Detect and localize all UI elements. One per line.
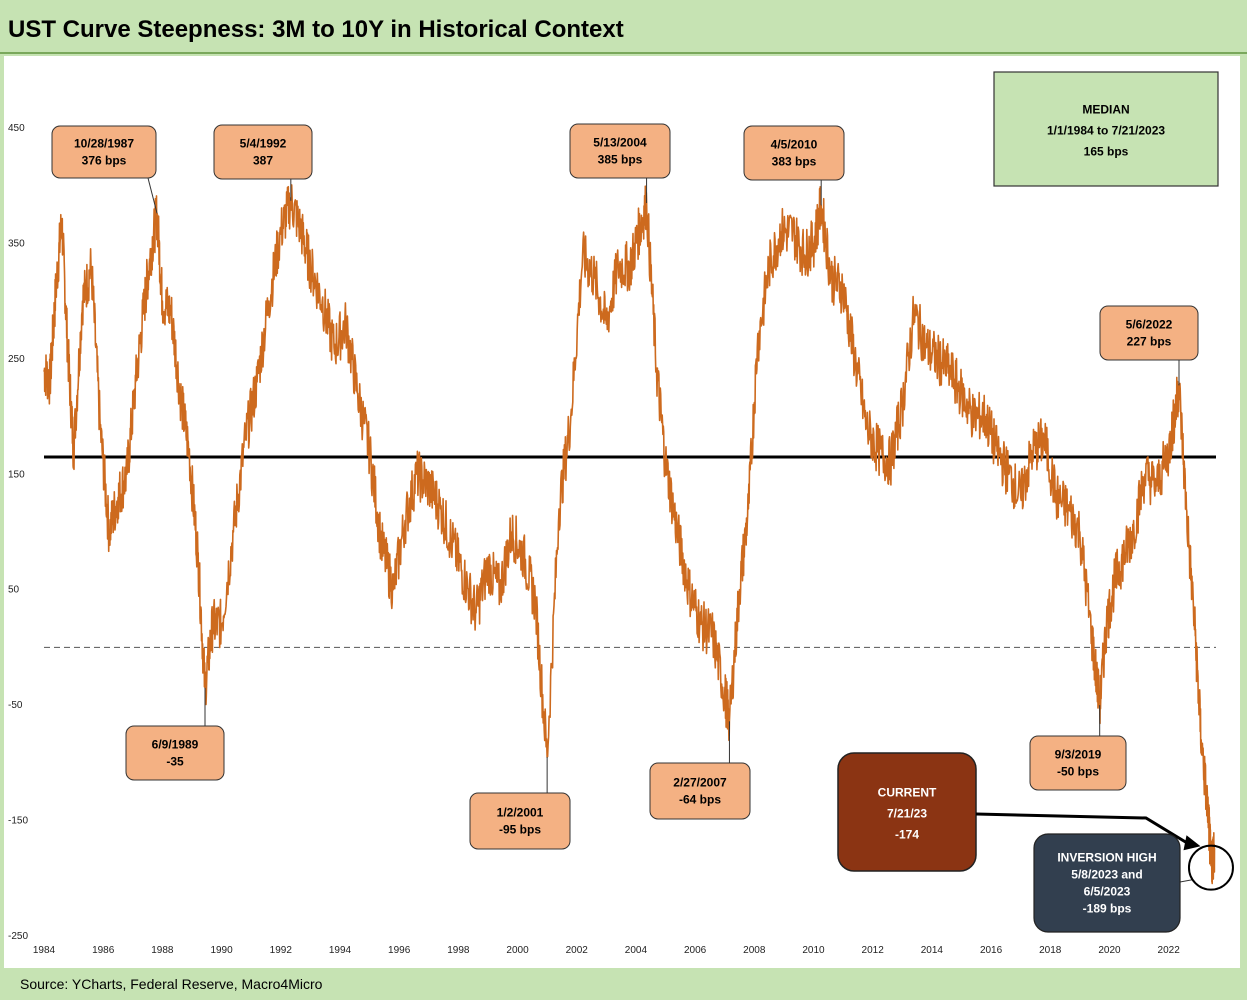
x-tick-label: 2012 bbox=[862, 945, 885, 956]
inversion-leader bbox=[1179, 879, 1194, 883]
x-tick-label: 2010 bbox=[802, 945, 825, 956]
callout-box bbox=[569, 123, 671, 179]
x-tick-label: 1996 bbox=[388, 945, 411, 956]
y-tick-label: 150 bbox=[8, 469, 25, 480]
y-tick-label: -50 bbox=[8, 700, 23, 711]
y-tick-label: -150 bbox=[8, 816, 28, 827]
current-arrow-head bbox=[1183, 835, 1201, 851]
x-tick-label: 1990 bbox=[210, 945, 233, 956]
callout-ann-2007: 2/27/2007 -64 bps bbox=[649, 762, 751, 820]
median-box-rect bbox=[993, 71, 1219, 187]
callout-text: 227 bps bbox=[1127, 335, 1172, 349]
median-box-text: 1/1/1984 to 7/21/2023 bbox=[1047, 124, 1165, 138]
median-box: MEDIAN 1/1/1984 to 7/21/2023 165 bps bbox=[993, 71, 1219, 187]
callout-text: -95 bps bbox=[499, 823, 541, 837]
callout-text: 4/5/2010 bbox=[771, 138, 818, 152]
x-tick-label: 1994 bbox=[329, 945, 352, 956]
x-tick-label: 2014 bbox=[921, 945, 944, 956]
plot-panel: 450 350 250 150 50 -50 -150 -250 1984 1986 1988 19… bbox=[4, 56, 1240, 968]
callout-text: 5/13/2004 bbox=[593, 136, 647, 150]
current-box-text: -174 bbox=[895, 828, 919, 842]
x-tick-label: 2020 bbox=[1098, 945, 1121, 956]
y-tick-label: -250 bbox=[8, 931, 28, 942]
inversion-box-text: -189 bps bbox=[1083, 902, 1132, 916]
callout-text: 6/9/1989 bbox=[152, 738, 199, 752]
y-tick-label: 250 bbox=[8, 354, 25, 365]
callout-text: -50 bps bbox=[1057, 765, 1099, 779]
x-tick-label: 2004 bbox=[625, 945, 648, 956]
inversion-box: INVERSION HIGH 5/8/2023 and 6/5/2023 -189 b… bbox=[1033, 833, 1181, 933]
callout-ann-2001: 1/2/2001 -95 bps bbox=[469, 792, 571, 850]
x-axis-ticks: 1984 1986 1988 1990 1992 1994 1996 1998 2000 2002… bbox=[33, 945, 1180, 956]
callout-ann-2022: 5/6/2022 227 bps bbox=[1099, 305, 1199, 361]
callout-text: 376 bps bbox=[82, 154, 127, 168]
inversion-circle bbox=[1187, 844, 1234, 891]
current-box-text: CURRENT bbox=[878, 786, 937, 800]
callout-text: 1/2/2001 bbox=[497, 806, 544, 820]
y-tick-label: 50 bbox=[8, 585, 20, 596]
callout-box bbox=[1029, 735, 1127, 791]
x-tick-label: 1984 bbox=[33, 945, 56, 956]
callout-ann-2019: 9/3/2019 -50 bps bbox=[1029, 735, 1127, 791]
callout-box bbox=[743, 125, 845, 181]
callout-box bbox=[649, 762, 751, 820]
title-bar: UST Curve Steepness: 3M to 10Y in Histor… bbox=[0, 0, 1247, 54]
inversion-box-text: 5/8/2023 and bbox=[1071, 868, 1142, 882]
callout-text: 10/28/1987 bbox=[74, 137, 134, 151]
callout-ann-1989: 6/9/1989 -35 bbox=[125, 725, 225, 781]
callout-box bbox=[125, 725, 225, 781]
callout-text: 5/4/1992 bbox=[240, 137, 287, 151]
callout-text: 9/3/2019 bbox=[1055, 748, 1102, 762]
callout-ann-1987: 10/28/1987 376 bps bbox=[51, 125, 157, 179]
callout-ann-1992: 5/4/1992 387 bbox=[213, 124, 313, 180]
median-box-text: MEDIAN bbox=[1082, 103, 1129, 117]
callout-box bbox=[51, 125, 157, 179]
y-axis-ticks: 450 350 250 150 50 -50 -150 -250 bbox=[8, 123, 28, 942]
current-arrow-line bbox=[975, 812, 1194, 848]
inversion-box-text: INVERSION HIGH bbox=[1057, 851, 1156, 865]
x-tick-label: 2018 bbox=[1039, 945, 1062, 956]
callout-text: -35 bbox=[166, 755, 184, 769]
x-tick-label: 1992 bbox=[270, 945, 293, 956]
callout-box bbox=[469, 792, 571, 850]
x-tick-label: 2008 bbox=[743, 945, 766, 956]
callout-text: 387 bbox=[253, 154, 273, 168]
annotation-callouts: 10/28/1987 376 bps 6/9/1989 -35 5/4/1992 387 1… bbox=[51, 71, 1234, 933]
inversion-box-text: 6/5/2023 bbox=[1084, 885, 1131, 899]
y-tick-label: 450 bbox=[8, 123, 25, 134]
x-tick-label: 2016 bbox=[980, 945, 1003, 956]
y-tick-label: 350 bbox=[8, 238, 25, 249]
x-tick-label: 2022 bbox=[1158, 945, 1181, 956]
x-tick-label: 2000 bbox=[506, 945, 529, 956]
callout-box bbox=[1099, 305, 1199, 361]
current-box-rect bbox=[837, 752, 977, 872]
current-box-text: 7/21/23 bbox=[887, 807, 927, 821]
x-tick-label: 2002 bbox=[566, 945, 589, 956]
current-box: CURRENT 7/21/23 -174 bbox=[837, 752, 1201, 872]
callout-ann-2004: 5/13/2004 385 bps bbox=[569, 123, 671, 179]
x-tick-label: 2006 bbox=[684, 945, 707, 956]
leader-line bbox=[147, 177, 158, 214]
callout-box bbox=[213, 124, 313, 180]
callout-text: -64 bps bbox=[679, 793, 721, 807]
chart-title: UST Curve Steepness: 3M to 10Y in Histor… bbox=[8, 16, 624, 43]
x-tick-label: 1988 bbox=[151, 945, 174, 956]
annotation-leaders bbox=[147, 177, 1194, 883]
series-line-spread bbox=[43, 184, 1216, 885]
callout-text: 385 bps bbox=[598, 153, 643, 167]
callout-text: 2/27/2007 bbox=[673, 776, 727, 790]
x-tick-label: 1998 bbox=[447, 945, 470, 956]
source-note: Source: YCharts, Federal Reserve, Macro4… bbox=[20, 976, 323, 992]
callout-text: 5/6/2022 bbox=[1126, 318, 1173, 332]
callout-text: 383 bps bbox=[772, 155, 817, 169]
median-box-text: 165 bps bbox=[1084, 145, 1129, 159]
callout-ann-2010: 4/5/2010 383 bps bbox=[743, 125, 845, 181]
inversion-box-rect bbox=[1033, 833, 1181, 933]
x-tick-label: 1986 bbox=[92, 945, 115, 956]
